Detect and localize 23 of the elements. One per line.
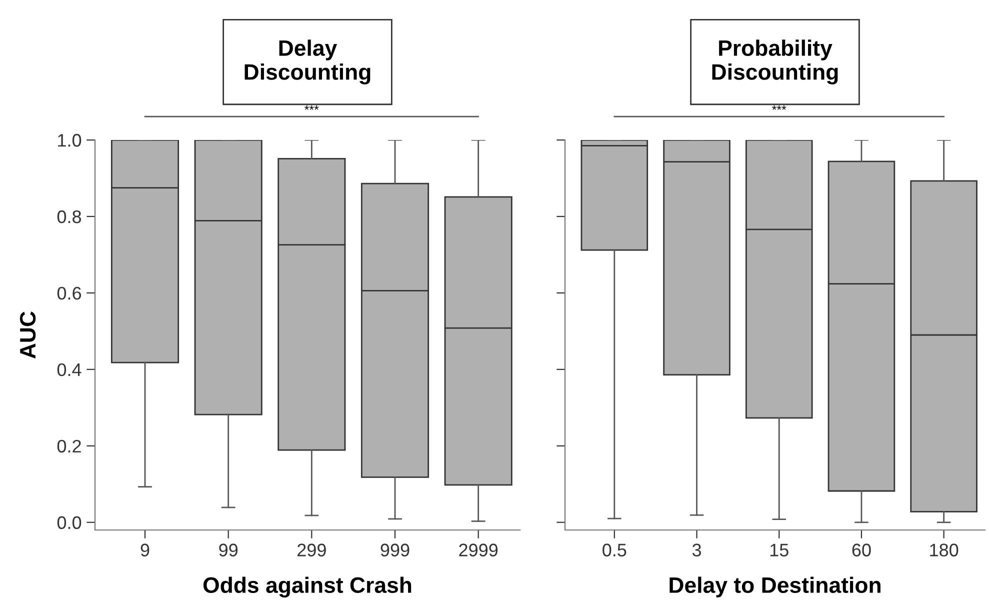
x-tick-label: 60 (852, 544, 871, 556)
y-tick-label: 0.8 (57, 210, 82, 224)
x-tick-label: 99 (219, 544, 238, 556)
x-tick-label: 9 (140, 544, 150, 556)
x-tick-label: 2999 (459, 544, 498, 556)
x-axis-title: Delay to Destination (670, 576, 880, 598)
y-tick-label: 0.0 (57, 516, 82, 530)
y-tick-label: 0.2 (57, 440, 81, 453)
y-tick-label: 0.4 (57, 363, 82, 376)
x-tick-label: 180 (930, 544, 958, 556)
chart-title: Probability Discounting (712, 40, 838, 84)
x-tick-label: 15 (770, 544, 788, 556)
chart-title: Delay Discounting (244, 40, 370, 84)
x-tick-label: 299 (298, 544, 326, 556)
y-tick-label: 0.6 (57, 286, 82, 300)
x-axis-title: Odds against Crash (203, 576, 412, 598)
text: *** (772, 105, 786, 110)
y-tick-label: 1.0 (58, 134, 82, 147)
x-tick-label: 999 (380, 544, 410, 556)
x-tick-label: 0.5 (602, 544, 626, 556)
x-tick-label: 3 (692, 544, 701, 556)
text: *** (304, 105, 319, 110)
y-axis-title: AUC (20, 312, 36, 359)
